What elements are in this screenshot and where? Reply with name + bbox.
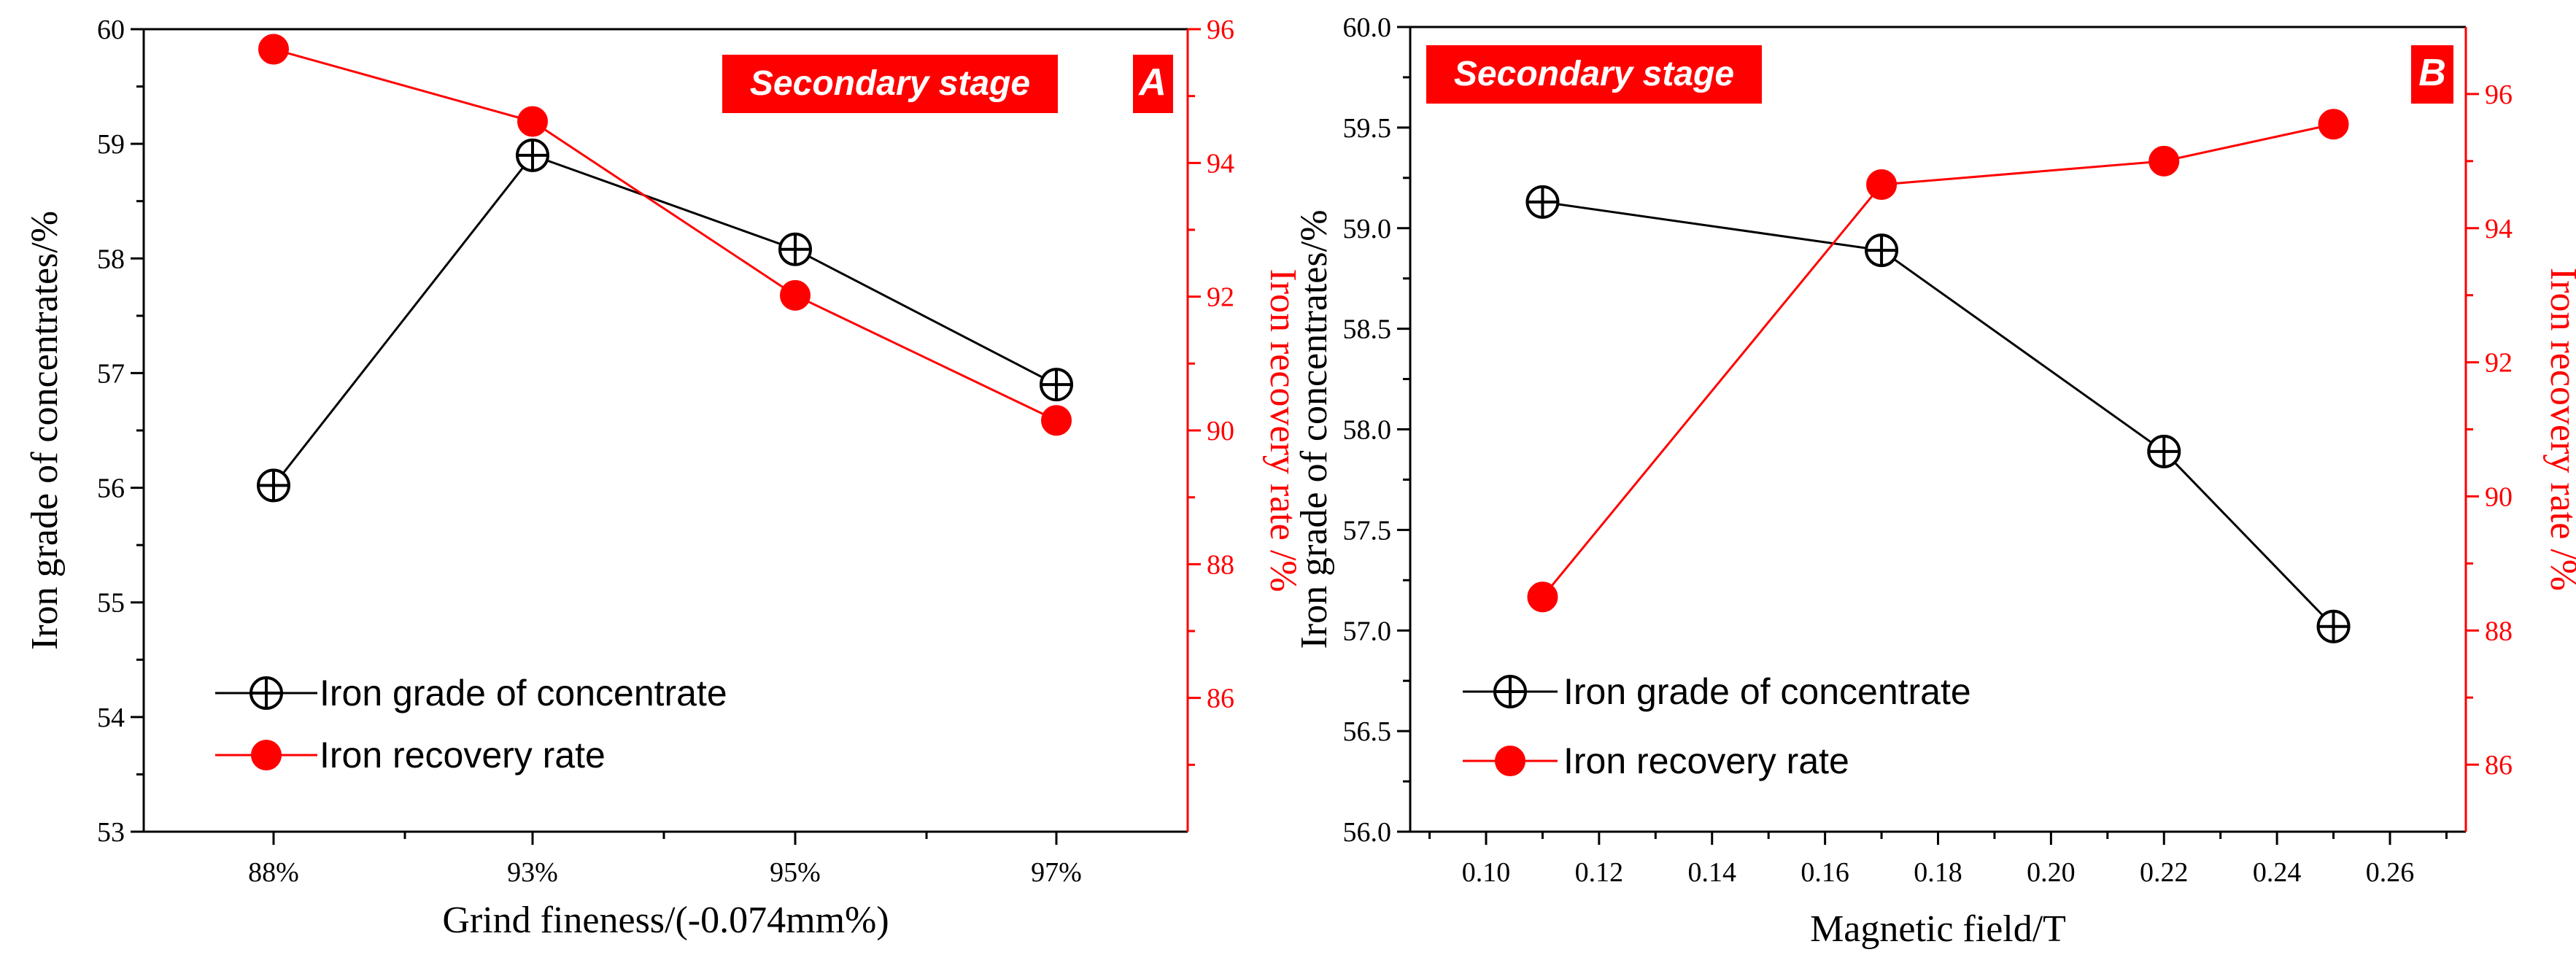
y-right-tick-label: 94 xyxy=(2485,214,2513,244)
y-right-tick-label: 92 xyxy=(2485,348,2513,379)
y-axis-left-title: Iron grade of concentrates/% xyxy=(24,211,66,650)
stage-label: Secondary stage xyxy=(750,64,1030,103)
y-right-tick-label: 90 xyxy=(2485,481,2513,512)
data-point-iron-recovery xyxy=(517,106,548,137)
data-point-iron-grade xyxy=(257,468,290,503)
data-point-iron-recovery xyxy=(2148,145,2180,177)
stage-label-box xyxy=(1426,45,1762,104)
x-tick-label: 0.18 xyxy=(1914,857,1962,888)
x-tick-label: 0.12 xyxy=(1575,857,1624,888)
y-right-tick-label: 94 xyxy=(1207,148,1234,179)
x-tick-label: 95% xyxy=(770,857,821,888)
y-left-tick-label: 58 xyxy=(97,244,125,274)
y-right-tick-label: 86 xyxy=(2485,750,2513,781)
y-left-tick-label: 60 xyxy=(97,15,125,45)
y-left-tick-label: 60.0 xyxy=(1343,12,1392,43)
x-tick-label: 0.24 xyxy=(2253,857,2302,888)
series-line-iron-grade xyxy=(272,154,1057,487)
data-point-iron-grade xyxy=(2147,434,2181,468)
y-left-tick-label: 56.0 xyxy=(1343,817,1392,848)
data-point-iron-recovery xyxy=(1527,581,1558,613)
y-left-tick-label: 53 xyxy=(97,817,125,848)
stage-label: Secondary stage xyxy=(1454,55,1734,93)
panel-label-box xyxy=(2411,45,2453,104)
y-right-tick-label: 96 xyxy=(1207,15,1234,45)
y-left-tick-label: 55 xyxy=(97,588,125,619)
data-point-iron-recovery xyxy=(2318,109,2349,140)
legend-label-iron-grade: Iron grade of concentrate xyxy=(1563,671,1971,712)
y-axis-left-title: Iron grade of concentrates/% xyxy=(1293,209,1335,649)
y-axis-right-title: Iron recovery rate /% xyxy=(1262,268,1304,592)
x-tick-label: 0.16 xyxy=(1801,857,1849,888)
series-line-iron-recovery xyxy=(273,48,1057,422)
data-point-iron-grade xyxy=(1865,233,1899,268)
data-point-iron-recovery xyxy=(780,279,811,311)
panel-label: A xyxy=(1137,61,1167,104)
panel-a: 53 54 55 56 57 58 59 60 86 88 90 92 94 96 88% 93% 95% 97%… xyxy=(24,15,1304,941)
x-tick-label: 93% xyxy=(507,857,558,888)
x-axis-title: Magnetic field/T xyxy=(1810,908,2066,950)
y-left-tick-label: 58.0 xyxy=(1343,415,1392,446)
y-axis-right-title: Iron recovery rate /% xyxy=(2542,268,2576,591)
x-tick-label: 88% xyxy=(248,857,299,888)
series-line-iron-recovery xyxy=(1542,123,2334,598)
data-point-iron-grade xyxy=(778,232,812,266)
y-right-tick-label: 86 xyxy=(1207,684,1234,714)
panel-label-box xyxy=(1133,55,1173,113)
x-tick-label: 97% xyxy=(1031,857,1082,888)
legend-marker-iron-grade xyxy=(250,676,283,710)
data-point-iron-grade xyxy=(1525,185,1560,219)
y-left-tick-label: 56 xyxy=(97,473,125,504)
x-tick-label: 0.10 xyxy=(1462,857,1511,888)
data-point-iron-recovery xyxy=(258,34,289,65)
y-left-tick-label: 59.0 xyxy=(1343,214,1392,244)
legend-label-iron-recovery: Iron recovery rate xyxy=(320,735,606,776)
data-point-iron-grade xyxy=(1040,368,1073,402)
y-left-tick-label: 58.5 xyxy=(1343,314,1392,345)
y-right-tick-label: 96 xyxy=(2485,80,2513,110)
stage-label-box xyxy=(722,55,1058,113)
legend-label-iron-recovery: Iron recovery rate xyxy=(1563,740,1849,781)
y-left-tick-label: 56.5 xyxy=(1343,716,1392,747)
y-left-tick-label: 57 xyxy=(97,358,125,389)
y-left-tick-label: 57.5 xyxy=(1343,515,1392,546)
y-right-tick-label: 90 xyxy=(1207,416,1234,446)
x-tick-label: 0.26 xyxy=(2366,857,2415,888)
x-tick-label: 0.22 xyxy=(2140,857,2189,888)
data-point-iron-recovery xyxy=(1866,169,1898,201)
series-line-iron-grade xyxy=(1542,201,2335,627)
y-left-tick-label: 59 xyxy=(97,129,125,160)
y-right-tick-label: 92 xyxy=(1207,282,1234,313)
x-tick-label: 0.20 xyxy=(2027,857,2076,888)
panel-b: 56.0 56.5 57.0 57.5 58.0 58.5 59.0 59.5 60.0 86 88… xyxy=(1293,12,2576,950)
legend-marker-iron-recovery xyxy=(1495,746,1525,776)
legend-marker-iron-grade xyxy=(1493,675,1527,708)
x-tick-label: 0.14 xyxy=(1688,857,1737,888)
data-point-iron-recovery xyxy=(1041,405,1072,436)
legend-label-iron-grade: Iron grade of concentrate xyxy=(320,673,727,713)
y-right-tick-label: 88 xyxy=(2485,616,2513,646)
x-axis-title: Grind fineness/(-0.074mm%) xyxy=(442,900,889,941)
y-right-tick-label: 88 xyxy=(1207,549,1234,580)
data-point-iron-grade xyxy=(2316,609,2351,643)
y-left-tick-label: 54 xyxy=(97,703,125,733)
legend-marker-iron-recovery xyxy=(251,740,282,770)
y-left-tick-label: 59.5 xyxy=(1343,113,1392,144)
y-left-tick-label: 57.0 xyxy=(1343,616,1392,646)
panel-label: B xyxy=(2418,52,2446,94)
data-point-iron-grade xyxy=(516,138,549,172)
